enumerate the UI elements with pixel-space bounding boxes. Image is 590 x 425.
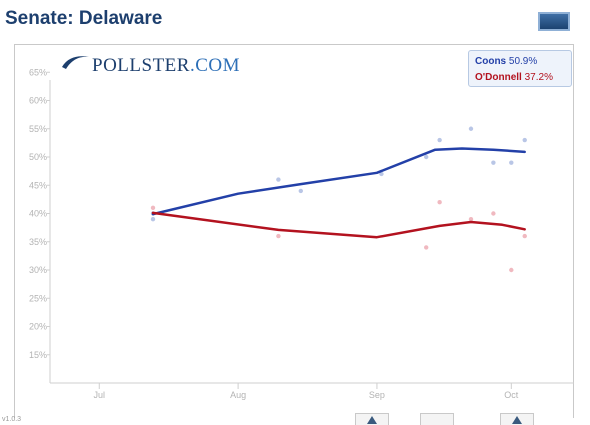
- logo-suffix: .COM: [189, 55, 240, 76]
- pollster-logo: POLLSTER.COM: [62, 55, 240, 77]
- poll-point: [522, 137, 527, 143]
- y-tick-label: 50%: [29, 152, 47, 162]
- footer-tab-left[interactable]: [355, 413, 389, 425]
- poll-point: [150, 205, 156, 211]
- poll-point: [491, 160, 496, 165]
- x-tick-label: Jul: [94, 390, 106, 400]
- poll-point: [468, 126, 474, 131]
- poll-point: [509, 160, 514, 165]
- trend-line-odonnell: [151, 211, 526, 239]
- legend-value: 37.2%: [524, 72, 553, 83]
- chart-frame: [14, 44, 574, 418]
- y-tick-label: 45%: [29, 180, 47, 190]
- x-tick-label: Aug: [230, 390, 246, 400]
- poll-point: [298, 188, 304, 194]
- logo-text: POLLSTER: [92, 55, 190, 76]
- legend-name: O'Donnell: [475, 72, 522, 83]
- y-tick-label: 15%: [29, 350, 47, 360]
- poll-point: [522, 233, 527, 239]
- poll-point: [468, 216, 474, 222]
- y-tick-label: 20%: [29, 322, 47, 332]
- poll-point: [437, 200, 442, 205]
- y-tick-label: 25%: [29, 293, 47, 303]
- poll-point: [491, 211, 496, 216]
- y-tick-label: 40%: [29, 209, 47, 219]
- legend-value: 50.9%: [508, 56, 538, 67]
- legend: Coons 50.9% O'Donnell 37.2%: [468, 50, 572, 87]
- poll-point: [150, 216, 156, 222]
- pollster-swoosh-icon: [62, 56, 89, 69]
- poll-point: [276, 177, 281, 182]
- version-label: v1.0.3: [2, 416, 22, 423]
- poll-point: [424, 245, 429, 250]
- x-tick-label: Oct: [504, 390, 519, 400]
- x-tick-label: Sep: [369, 390, 385, 400]
- trend-line-coons: [151, 147, 526, 216]
- poll-point: [276, 233, 281, 239]
- legend-name: Coons: [475, 56, 507, 67]
- poll-point: [379, 171, 384, 177]
- y-tick-label: 60%: [29, 96, 47, 106]
- up-arrow-icon: [512, 416, 522, 424]
- legend-item-coons: Coons 50.9%: [475, 55, 571, 71]
- expand-button[interactable]: [536, 10, 572, 33]
- up-arrow-icon: [367, 416, 377, 424]
- y-tick-label: 55%: [29, 124, 47, 134]
- footer-tab-middle[interactable]: [420, 413, 454, 425]
- y-tick-label: 35%: [29, 237, 47, 247]
- footer-tab-right[interactable]: [500, 413, 534, 425]
- y-tick-label: 65%: [29, 67, 47, 77]
- legend-item-odonnell: O'Donnell 37.2%: [475, 71, 571, 87]
- poll-point: [509, 267, 514, 273]
- poll-point: [424, 154, 429, 160]
- y-tick-label: 30%: [29, 265, 47, 275]
- page-title: Senate: Delaware: [5, 8, 163, 29]
- poll-point: [437, 137, 442, 143]
